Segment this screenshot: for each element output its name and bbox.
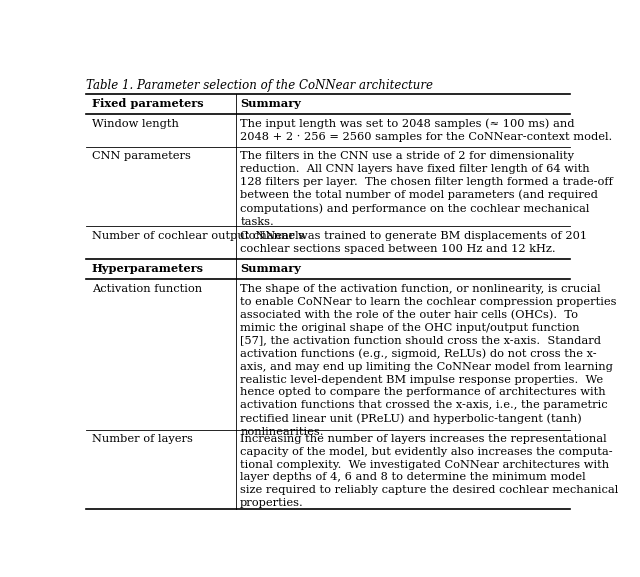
- Text: Number of layers: Number of layers: [92, 434, 193, 444]
- Text: Hyperparameters: Hyperparameters: [92, 263, 204, 274]
- Text: Number of cochlear output channels: Number of cochlear output channels: [92, 231, 305, 241]
- Text: Increasing the number of layers increases the representational
capacity of the m: Increasing the number of layers increase…: [240, 434, 618, 508]
- Text: Summary: Summary: [240, 98, 301, 109]
- Text: The shape of the activation function, or nonlinearity, is crucial
to enable CoNN: The shape of the activation function, or…: [240, 284, 617, 437]
- Text: CNN parameters: CNN parameters: [92, 151, 191, 161]
- Text: The input length was set to 2048 samples (≈ 100 ms) and
2048 + 2 · 256 = 2560 sa: The input length was set to 2048 samples…: [240, 119, 612, 142]
- Text: The filters in the CNN use a stride of 2 for dimensionality
reduction.  All CNN : The filters in the CNN use a stride of 2…: [240, 151, 613, 227]
- Text: CoNNear was trained to generate BM displacements of 201
cochlear sections spaced: CoNNear was trained to generate BM displ…: [240, 231, 588, 253]
- Text: Summary: Summary: [240, 263, 301, 274]
- Text: Table 1. Parameter selection of the CoNNear architecture: Table 1. Parameter selection of the CoNN…: [86, 79, 433, 92]
- Text: Activation function: Activation function: [92, 284, 202, 294]
- Text: Window length: Window length: [92, 119, 179, 129]
- Text: Fixed parameters: Fixed parameters: [92, 98, 204, 109]
